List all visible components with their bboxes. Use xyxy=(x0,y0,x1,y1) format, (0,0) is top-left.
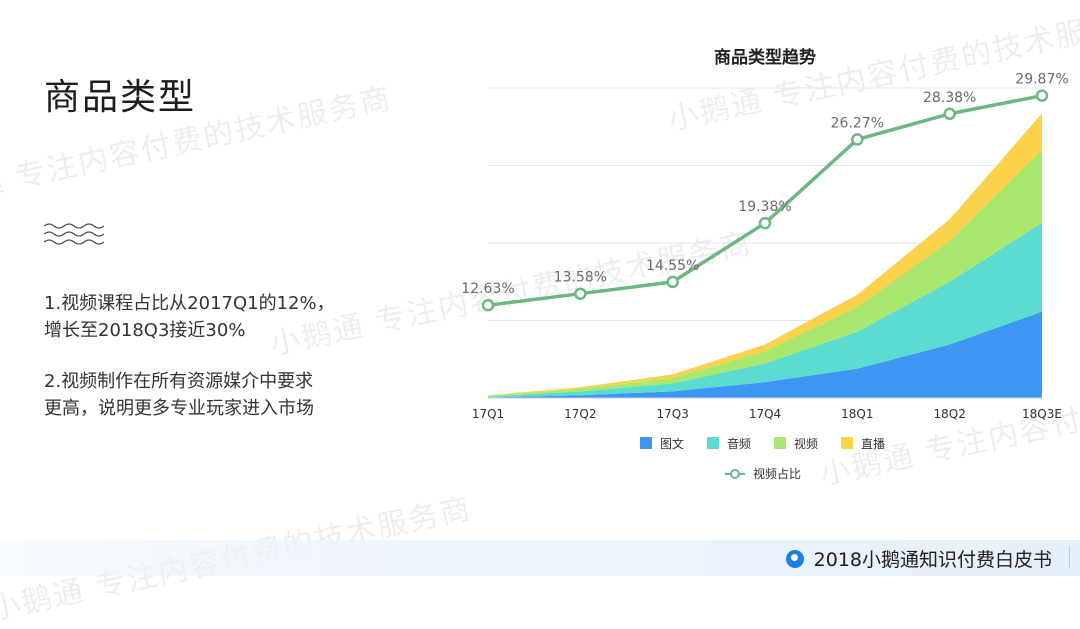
data-label: 13.58% xyxy=(554,270,607,286)
legend-swatch xyxy=(707,437,719,449)
area-series-音频 xyxy=(488,222,1042,398)
legend-swatch xyxy=(640,437,652,449)
footer-label: 2018小鹅通知识付费白皮书 xyxy=(813,549,1052,571)
bullet-line: 更高，说明更多专业玩家进入市场 xyxy=(44,398,314,419)
legend-label: 视频 xyxy=(794,436,818,451)
bullet-point-2: 2.视频制作在所有资源媒介中要求 更高，说明更多专业玩家进入市场 xyxy=(44,368,404,422)
line-point xyxy=(943,107,956,121)
trend-chart: 商品类型趋势 17Q1 17Q2 17Q3 17Q4 18Q1 18Q2 18Q3E 12.63… xyxy=(461,47,1068,481)
line-point xyxy=(574,287,587,300)
line-point xyxy=(1035,89,1049,102)
legend-label: 音频 xyxy=(727,436,751,451)
data-label: 26.27% xyxy=(831,115,884,131)
x-tick-label: 17Q1 xyxy=(472,407,504,421)
bullet-line: 1.视频课程占比从2017Q1的12%， xyxy=(44,293,335,314)
footer-bar: 2018小鹅通知识付费白皮书 xyxy=(0,540,1080,576)
line-point xyxy=(758,216,772,230)
data-label: 14.55% xyxy=(646,258,699,274)
bullet-line: 增长至2018Q3接近30% xyxy=(44,320,246,341)
x-tick-label: 18Q2 xyxy=(933,407,965,421)
x-tick-label: 17Q3 xyxy=(656,407,688,421)
legend-line-marker xyxy=(730,469,740,479)
footer-divider xyxy=(1069,546,1070,568)
data-label: 29.87% xyxy=(1015,72,1068,88)
legend-label: 视频占比 xyxy=(753,466,801,481)
page-title: 商品类型 xyxy=(44,77,197,118)
line-point xyxy=(666,275,679,289)
x-tick-label: 18Q1 xyxy=(841,407,873,421)
line-point xyxy=(851,133,864,146)
wave-decoration-icon xyxy=(44,223,104,245)
bullet-line: 2.视频制作在所有资源媒介中要求 xyxy=(44,371,314,392)
chart-title: 商品类型趋势 xyxy=(714,47,816,68)
legend-label: 图文 xyxy=(660,436,684,451)
x-tick-label: 18Q3E xyxy=(1022,407,1062,421)
x-tick-label: 17Q2 xyxy=(564,407,596,421)
legend-swatch xyxy=(774,437,786,449)
line-point xyxy=(481,298,495,312)
xiaoe-logo-icon xyxy=(785,549,804,568)
data-label: 28.38% xyxy=(923,90,976,106)
bullet-point-1: 1.视频课程占比从2017Q1的12%， 增长至2018Q3接近30% xyxy=(44,290,404,344)
data-label: 19.38% xyxy=(738,199,791,215)
legend-label: 直播 xyxy=(861,437,885,451)
x-tick-label: 17Q4 xyxy=(749,407,781,421)
legend-swatch xyxy=(841,437,853,449)
area-series-视频 xyxy=(488,149,1042,397)
footer-brand: 2018小鹅通知识付费白皮书 xyxy=(785,545,1052,572)
data-label: 12.63% xyxy=(461,281,514,297)
area-series-图文 xyxy=(488,311,1042,398)
